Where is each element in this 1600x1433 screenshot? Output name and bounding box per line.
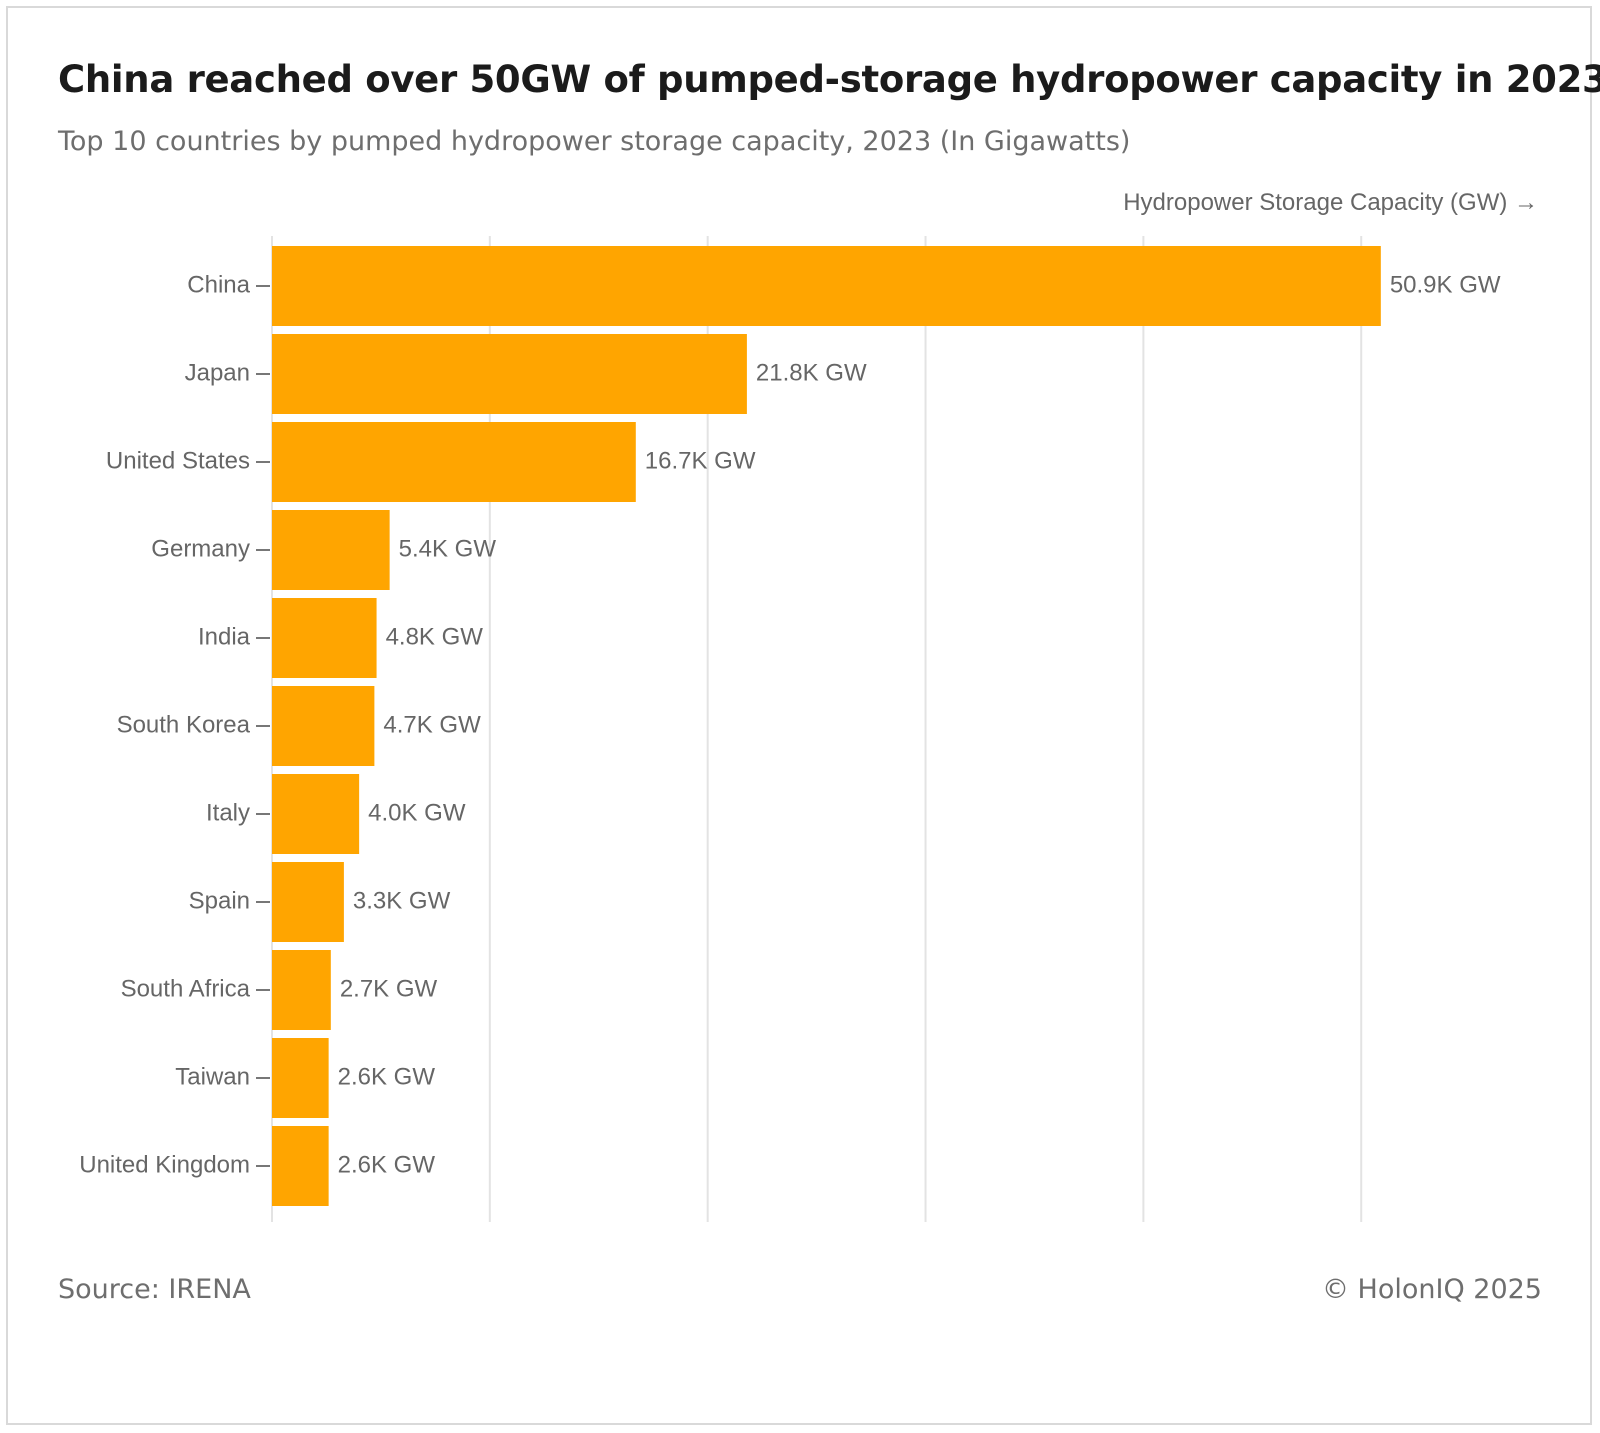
y-tick-label: Taiwan <box>175 1063 250 1090</box>
data-label: 4.0K GW <box>368 799 466 826</box>
bar-spain <box>272 862 344 942</box>
bar-south-korea <box>272 686 375 766</box>
data-label: 3.3K GW <box>353 887 451 914</box>
bar-india <box>272 598 377 678</box>
y-tick-label: Spain <box>189 887 250 914</box>
data-label: 2.7K GW <box>340 975 438 1002</box>
chart-subtitle: Top 10 countries by pumped hydropower st… <box>58 126 1131 157</box>
y-tick-label: United States <box>106 447 250 474</box>
y-tick-label: South Africa <box>121 975 251 1002</box>
data-label: 4.8K GW <box>386 623 484 650</box>
bar-china <box>272 246 1381 326</box>
bar-italy <box>272 774 360 854</box>
source-note: Source: IRENA <box>58 1274 251 1305</box>
chart-title: China reached over 50GW of pumped-storag… <box>58 58 1600 101</box>
data-label: 16.7K GW <box>645 447 756 474</box>
y-tick-label: United Kingdom <box>79 1151 250 1178</box>
bar-germany <box>272 510 390 590</box>
data-label: 50.9K GW <box>1390 271 1501 298</box>
data-label: 2.6K GW <box>338 1063 436 1090</box>
data-label: 4.7K GW <box>383 711 481 738</box>
bar-united-kingdom <box>272 1126 329 1206</box>
chart-card <box>6 6 1592 1425</box>
y-tick-label: Italy <box>206 799 250 826</box>
x-axis-title: Hydropower Storage Capacity (GW) → <box>1123 189 1538 216</box>
y-tick-label: Germany <box>151 535 250 562</box>
data-label: 2.6K GW <box>338 1151 436 1178</box>
y-tick-label: India <box>198 623 251 650</box>
y-tick-label: South Korea <box>117 711 251 738</box>
data-label: 5.4K GW <box>399 535 497 562</box>
y-tick-label: China <box>187 271 250 298</box>
bar-south-africa <box>272 950 331 1030</box>
bar-japan <box>272 334 747 414</box>
data-label: 21.8K GW <box>756 359 867 386</box>
copyright-note: © HolonIQ 2025 <box>1321 1274 1542 1305</box>
y-tick-label: Japan <box>185 359 250 386</box>
bar-united-states <box>272 422 636 502</box>
bar-taiwan <box>272 1038 329 1118</box>
